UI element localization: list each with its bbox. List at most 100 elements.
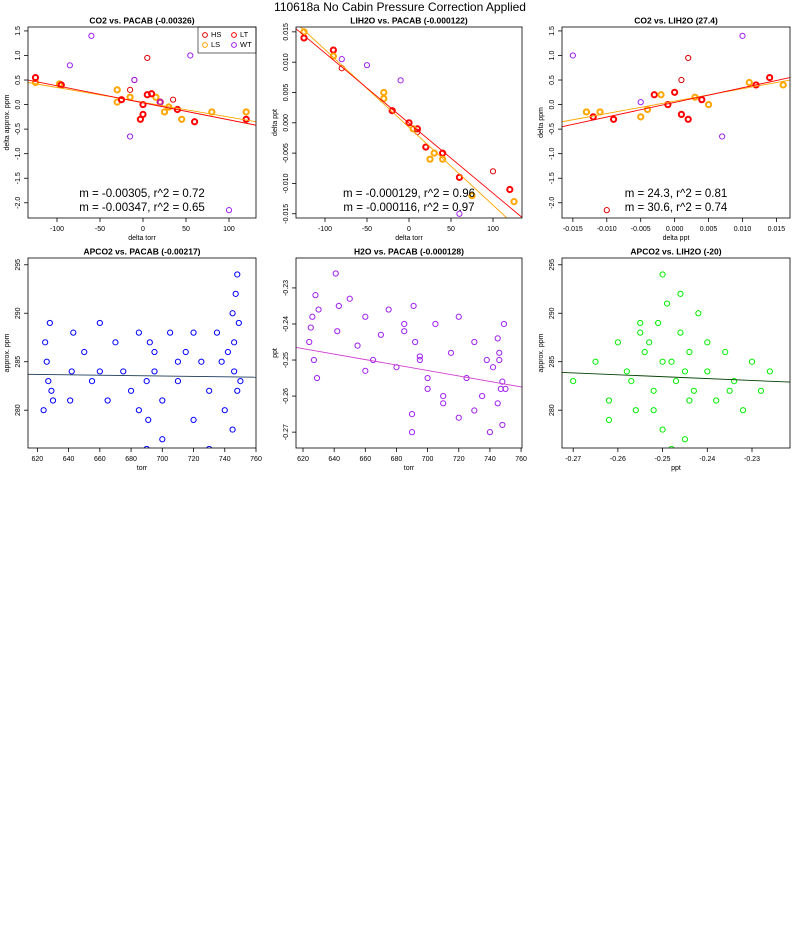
point xyxy=(42,339,49,346)
point xyxy=(312,292,319,299)
point xyxy=(678,76,685,84)
point xyxy=(416,356,423,364)
y-tick-label: 0.005 xyxy=(283,84,290,102)
point xyxy=(637,329,644,336)
point xyxy=(494,400,501,407)
point xyxy=(609,115,618,123)
point xyxy=(439,155,447,163)
point xyxy=(229,426,236,433)
point xyxy=(198,358,205,365)
point xyxy=(309,313,316,320)
y-tick-label: 0.015 xyxy=(283,23,290,41)
point xyxy=(416,353,423,360)
point xyxy=(745,78,753,87)
y-tick-label: -0.015 xyxy=(283,204,290,224)
point xyxy=(499,421,506,429)
point xyxy=(221,407,228,414)
point xyxy=(685,54,692,62)
point xyxy=(677,329,684,336)
point xyxy=(112,339,119,346)
point xyxy=(605,397,613,404)
point xyxy=(748,358,756,365)
y-tick-label: -1.5 xyxy=(15,172,22,184)
point xyxy=(31,73,40,82)
point xyxy=(88,378,96,385)
point xyxy=(234,387,241,394)
point xyxy=(187,52,194,59)
point xyxy=(410,302,417,310)
fit-line xyxy=(296,346,522,388)
point xyxy=(182,348,189,356)
point xyxy=(127,387,135,394)
point xyxy=(167,329,174,336)
point xyxy=(152,93,160,101)
x-tick-label: 100 xyxy=(223,226,235,233)
x-tick-label: -50 xyxy=(95,226,105,233)
point xyxy=(126,133,134,140)
y-tick-label: 0.010 xyxy=(283,53,290,71)
point xyxy=(136,115,145,123)
panel: CO2 vs. LIH2O (27.4) -0.015 -0.010 -0.005 0.… xyxy=(538,15,791,242)
point xyxy=(766,73,774,82)
point xyxy=(67,397,74,404)
point xyxy=(362,367,369,374)
point xyxy=(659,358,666,365)
point xyxy=(225,207,233,214)
point xyxy=(151,368,158,375)
y-tick-label: 0.0 xyxy=(549,100,556,110)
x-tick-label: 760 xyxy=(250,456,262,463)
point xyxy=(655,319,662,327)
y-tick-label: 0.5 xyxy=(549,75,556,85)
annotation: m = -0.00305, r^2 = 0.72 xyxy=(79,188,205,200)
point xyxy=(66,62,73,69)
point xyxy=(242,108,250,116)
x-tick-label: -50 xyxy=(362,226,372,233)
point xyxy=(143,445,150,448)
point xyxy=(569,52,576,59)
point xyxy=(486,429,494,436)
x-tick-label: 680 xyxy=(125,456,137,463)
point xyxy=(650,91,658,99)
x-tick-label: -0.27 xyxy=(565,456,581,463)
plot-area xyxy=(562,271,790,448)
x-tick-label: 720 xyxy=(453,456,465,463)
point xyxy=(739,407,747,414)
plot-frame xyxy=(561,257,791,449)
point xyxy=(40,407,47,414)
x-axis-label: torr xyxy=(137,465,148,472)
x-tick-label: 740 xyxy=(484,456,496,463)
point xyxy=(497,385,504,392)
y-axis-label: delta approx. ppm xyxy=(4,94,11,150)
panel-title: LIH2O vs. PACAB (-0.000122) xyxy=(350,15,468,25)
point xyxy=(722,348,729,356)
point xyxy=(237,378,244,385)
y-tick-label: 0.000 xyxy=(283,114,290,132)
x-tick-label: 50 xyxy=(182,226,190,233)
plot-area xyxy=(296,270,522,436)
point xyxy=(650,407,657,414)
point xyxy=(335,302,342,310)
page-title: 110618a No Cabin Pressure Correction App… xyxy=(274,0,526,14)
point xyxy=(45,378,52,385)
point xyxy=(628,378,635,385)
point xyxy=(671,88,679,96)
point xyxy=(231,339,238,346)
panel-title: H2O vs. PACAB (-0.000128) xyxy=(354,246,464,256)
point xyxy=(159,436,166,443)
point xyxy=(646,339,653,346)
point xyxy=(218,358,225,365)
point xyxy=(160,108,169,116)
x-tick-label: -0.015 xyxy=(563,226,583,233)
x-tick-label: 740 xyxy=(219,456,231,463)
point xyxy=(46,319,53,327)
point xyxy=(455,173,464,181)
x-tick-label: 720 xyxy=(188,456,200,463)
point xyxy=(494,335,501,342)
y-axis-label: delta ppm xyxy=(538,107,545,138)
point xyxy=(704,368,711,375)
panel: APCO2 vs. LIH2O (-20) -0.27 -0.26 -0.25 -0.2… xyxy=(538,246,791,472)
fit-line xyxy=(28,79,256,126)
x-axis-label: delta ppt xyxy=(663,235,690,242)
point xyxy=(424,374,431,382)
